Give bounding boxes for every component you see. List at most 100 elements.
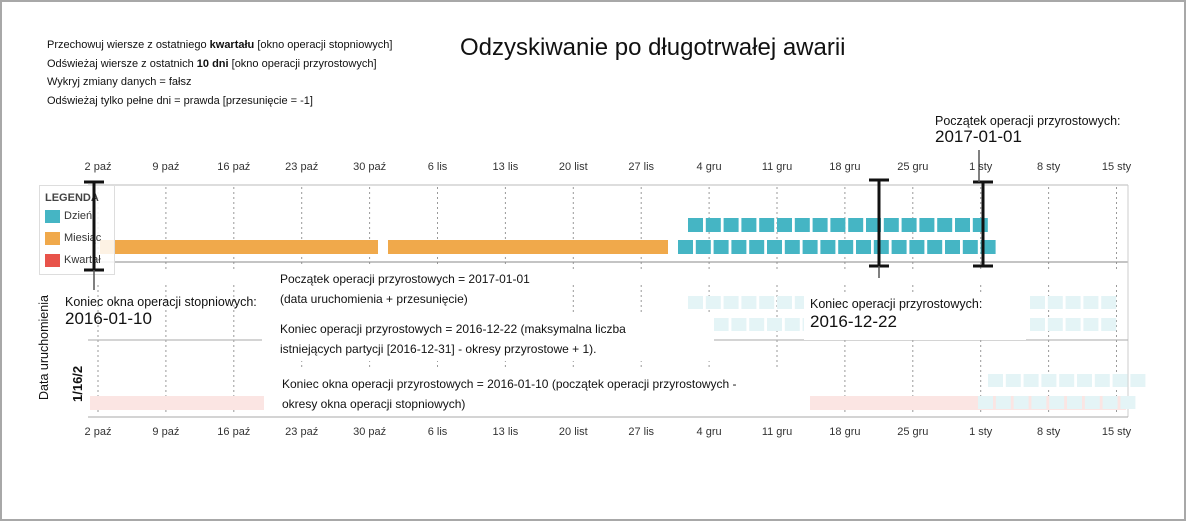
day-bar-faded bbox=[731, 318, 747, 331]
day-bar-faded bbox=[1065, 318, 1081, 331]
top-tick-label: 6 lis bbox=[427, 161, 448, 173]
day-bar bbox=[945, 240, 960, 254]
day-bar-faded bbox=[1101, 318, 1117, 331]
top-tick-label: 30 paź bbox=[353, 161, 387, 173]
top-tick-label: 23 paź bbox=[285, 161, 319, 173]
explanation-end-line1: Koniec operacji przyrostowych = 2016-12-… bbox=[280, 322, 626, 336]
day-bar bbox=[731, 240, 747, 254]
day-bar bbox=[741, 218, 757, 232]
day-bar bbox=[678, 240, 693, 254]
day-bar-faded bbox=[1030, 318, 1045, 331]
day-bar-faded bbox=[978, 396, 993, 409]
explanation-start-line2: (data uruchomienia + przesunięcie) bbox=[280, 292, 468, 306]
day-bar-faded bbox=[1049, 396, 1065, 409]
day-bar-faded bbox=[1094, 374, 1110, 387]
bottom-tick-label: 13 lis bbox=[492, 426, 519, 438]
day-bar-faded bbox=[1083, 296, 1099, 309]
explanation-window-line2: okresy okna operacji stopniowych) bbox=[282, 397, 466, 411]
day-bar-faded bbox=[784, 318, 800, 331]
settings-notes: Przechowuj wiersze z ostatniego kwartału… bbox=[47, 36, 392, 110]
top-tick-label: 8 sty bbox=[1036, 161, 1061, 173]
legend-label-day: Dzień bbox=[64, 210, 93, 222]
day-bar-faded bbox=[1031, 396, 1047, 409]
day-bar bbox=[705, 218, 721, 232]
bottom-tick-label: 9 paź bbox=[152, 426, 180, 438]
settings-line: Wykryj zmiany danych = fałsz bbox=[47, 76, 192, 88]
month-bar bbox=[100, 240, 378, 254]
top-tick-label: 18 gru bbox=[829, 161, 861, 173]
day-bar bbox=[909, 240, 925, 254]
day-bar-faded bbox=[1077, 374, 1092, 387]
bottom-tick-label: 30 paź bbox=[353, 426, 387, 438]
bottom-tick-label: 8 sty bbox=[1036, 426, 1061, 438]
day-bar bbox=[937, 218, 953, 232]
day-bar-faded bbox=[741, 296, 757, 309]
day-bar bbox=[962, 240, 978, 254]
day-bar bbox=[749, 240, 765, 254]
day-bar bbox=[812, 218, 828, 232]
day-bar bbox=[838, 240, 854, 254]
inc-start-callout-value: 2017-01-01 bbox=[935, 127, 1022, 146]
top-tick-label: 13 lis bbox=[492, 161, 519, 173]
day-bar bbox=[848, 218, 864, 232]
day-bar-faded bbox=[1065, 296, 1081, 309]
top-tick-label: 16 paź bbox=[217, 161, 251, 173]
day-bar bbox=[955, 218, 970, 232]
top-tick-label: 9 paź bbox=[152, 161, 180, 173]
day-bar-faded bbox=[1101, 296, 1117, 309]
day-bar-faded bbox=[995, 396, 1011, 409]
day-bar bbox=[695, 240, 711, 254]
bottom-tick-label: 1 sty bbox=[969, 426, 993, 438]
day-bar bbox=[883, 218, 899, 232]
day-bar-faded bbox=[1023, 374, 1039, 387]
day-bar-faded bbox=[1041, 374, 1057, 387]
top-tick-label: 25 gru bbox=[897, 161, 929, 173]
y-axis-run-label: 1/16/2 bbox=[70, 365, 85, 402]
day-bar-faded bbox=[1130, 374, 1146, 387]
legend-title: LEGENDA bbox=[45, 192, 99, 204]
month-bar bbox=[388, 240, 668, 254]
explanation-window-line1: Koniec okna operacji przyrostowych = 201… bbox=[282, 377, 737, 391]
upper-bars bbox=[100, 218, 996, 254]
day-bar bbox=[873, 240, 889, 254]
day-bar-faded bbox=[1084, 396, 1100, 409]
rolling-end-callout-value: 2016-01-10 bbox=[65, 309, 152, 328]
bottom-tick-label: 27 lis bbox=[628, 426, 655, 438]
day-bar-faded bbox=[1047, 318, 1063, 331]
day-bar-faded bbox=[1005, 374, 1021, 387]
day-bar bbox=[713, 240, 729, 254]
explanation-window: Koniec okna operacji przyrostowych = 201… bbox=[264, 370, 810, 416]
rolling-end-callout-label: Koniec okna operacji stopniowych: bbox=[65, 295, 257, 309]
markers bbox=[869, 150, 993, 278]
legend-swatch-month bbox=[45, 232, 60, 245]
day-bar-faded bbox=[713, 318, 729, 331]
day-bar-faded bbox=[1067, 396, 1082, 409]
settings-line: Przechowuj wiersze z ostatniego kwartału… bbox=[47, 39, 393, 51]
day-bar-faded bbox=[1059, 374, 1075, 387]
legend-swatch-day bbox=[45, 210, 60, 223]
day-bar bbox=[759, 218, 775, 232]
day-bar bbox=[856, 240, 871, 254]
day-bar bbox=[784, 240, 800, 254]
legend-swatch-quarter bbox=[45, 254, 60, 267]
top-tick-label: 4 gru bbox=[696, 161, 722, 173]
day-bar bbox=[794, 218, 810, 232]
day-bar-faded bbox=[988, 374, 1003, 387]
day-bar-faded bbox=[688, 296, 703, 309]
bottom-tick-label: 2 paź bbox=[84, 426, 112, 438]
day-bar-faded bbox=[1047, 296, 1063, 309]
day-bar bbox=[802, 240, 818, 254]
day-bar-faded bbox=[1120, 396, 1136, 409]
day-bar bbox=[777, 218, 792, 232]
legend-label-month: Miesiąc bbox=[64, 232, 102, 244]
inc-end-callout-label: Koniec operacji przyrostowych: bbox=[810, 297, 983, 311]
day-bar-faded bbox=[705, 296, 721, 309]
bottom-tick-label: 4 gru bbox=[696, 426, 722, 438]
top-tick-label: 15 sty bbox=[1101, 161, 1132, 173]
day-bar bbox=[901, 218, 917, 232]
day-bar-faded bbox=[1030, 296, 1045, 309]
bottom-tick-label: 20 list bbox=[558, 426, 588, 438]
day-bar-faded bbox=[777, 296, 792, 309]
day-bar-faded bbox=[1112, 374, 1128, 387]
